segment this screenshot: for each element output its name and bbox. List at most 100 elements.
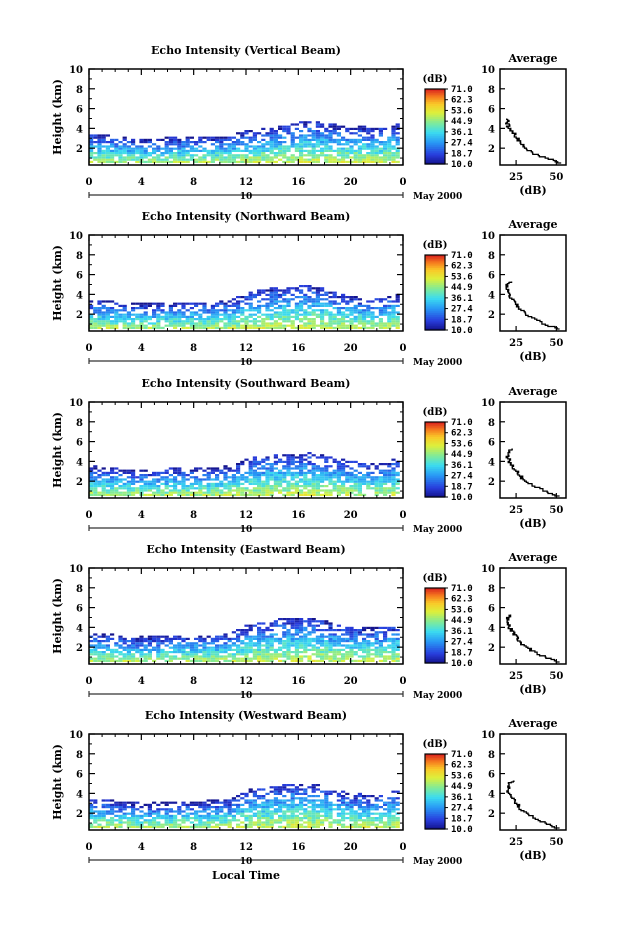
heatmap-cell [282,311,287,314]
heatmap-cell [131,307,136,310]
heatmap-cell [114,138,119,141]
heatmap-cell [357,326,362,329]
heatmap-cell [202,141,207,144]
average-title: Average [507,717,557,730]
heatmap-cell [223,160,228,163]
heatmap-cell [89,482,94,485]
heatmap-cell [336,823,341,826]
heatmap-cell [299,637,304,640]
heatmap-cell [391,648,396,651]
heatmap-cell [278,458,283,461]
heatmap-cell [173,152,178,155]
heatmap-cell [89,491,94,494]
colorbar-step [425,619,445,623]
heatmap-cell [93,646,98,649]
colorbar-step [425,111,445,114]
heatmap-cell [315,478,320,481]
heatmap-cell [265,467,270,470]
heatmap-cell [349,823,354,826]
heatmap-cell [278,637,283,640]
heatmap-cell [324,810,329,813]
heatmap-cell [147,651,152,654]
colorbar-step [425,627,445,630]
heatmap-cell [131,318,136,321]
heatmap-cell [152,326,157,329]
heatmap-cell [261,644,266,647]
heatmap-cell [311,487,316,490]
colorbar-step [425,797,445,800]
heatmap-cell [147,808,152,811]
heatmap-cell [391,810,396,813]
heatmap-cell [257,311,262,314]
heatmap-cell [328,657,333,660]
heatmap-cell [156,154,161,157]
heatmap-cell [135,152,140,155]
average-y-tick-label: 10 [481,564,495,575]
heatmap-cell [189,653,194,656]
heatmap-cell [320,304,325,307]
heatmap-cell [349,633,354,636]
heatmap-cell [374,141,379,144]
heatmap-cell [374,797,379,800]
heatmap-cell [278,127,283,130]
heatmap-cell [307,825,312,828]
heatmap-cell [189,324,194,327]
heatmap-cell [156,302,161,305]
heatmap-cell [378,821,383,824]
heatmap-cell [257,640,262,643]
heatmap-cell [257,823,262,826]
heatmap-cell [219,821,224,824]
heatmap-cell [324,309,329,312]
heatmap-cell [177,474,182,477]
heatmap-cell [324,485,329,488]
heatmap-cell [345,147,350,150]
heatmap-cell [395,141,400,144]
heatmap-cell [122,138,127,141]
heatmap-cell [147,819,152,822]
heatmap-cell [324,803,329,806]
heatmap-cell [152,825,157,828]
heatmap-cell [311,653,316,656]
heatmap-cell [290,803,295,806]
average-y-tick-label: 6 [488,770,495,781]
heatmap-cell [269,817,274,820]
heatmap-cell [294,127,299,130]
heatmap-cell [219,646,224,649]
heatmap-cell [156,637,161,640]
heatmap-cell [248,626,253,629]
heatmap-cell [299,485,304,488]
heatmap-cell [328,635,333,638]
heatmap-cell [366,300,371,303]
heatmap-cell [336,629,341,632]
heatmap-cell [168,474,173,477]
heatmap-cell [227,313,232,316]
heatmap-cell [282,635,287,638]
heatmap-cell [315,145,320,148]
heatmap-cell [105,657,110,660]
colorbar-step [425,616,445,619]
y-tick-label: 4 [76,124,83,135]
y-tick-label: 2 [76,809,83,820]
colorbar-tick-label: 18.7 [451,648,473,658]
heatmap-cell [105,812,110,815]
heatmap-cell [387,629,392,632]
heatmap-cell [164,147,169,150]
x-tick-label: 4 [138,676,145,687]
heatmap-cell [156,642,161,645]
heatmap-cell [160,808,165,811]
heatmap-cell [366,646,371,649]
heatmap-cell [328,648,333,651]
heatmap-cell [223,326,228,329]
heatmap-cell [307,143,312,146]
heatmap-cell [93,318,98,321]
heatmap-cell [294,149,299,152]
heatmap-cell [349,817,354,820]
heatmap-cell [261,806,266,809]
heatmap-cell [168,304,173,307]
heatmap-cell [303,318,308,321]
heatmap-cell [357,819,362,822]
heatmap-cell [126,476,131,479]
heatmap-cell [320,821,325,824]
heatmap-cell [341,463,346,466]
heatmap-cell [160,657,165,660]
